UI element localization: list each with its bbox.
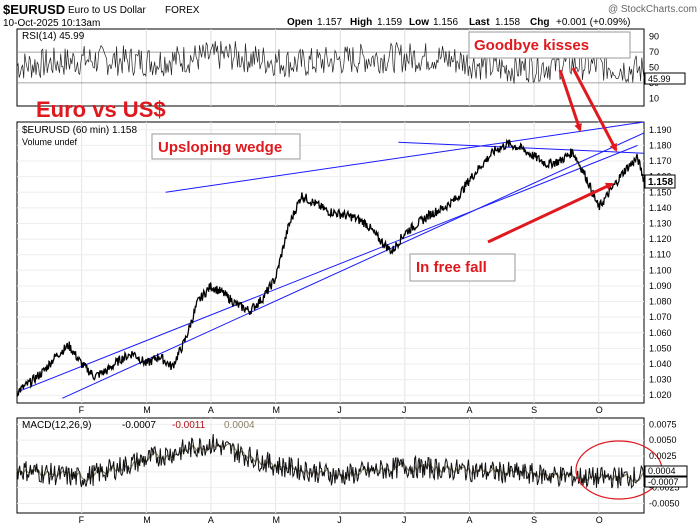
high-value: 1.159	[377, 17, 402, 28]
macd-x-label-7: S	[531, 515, 537, 525]
rsi-tick-50: 50	[649, 63, 659, 73]
price-x-label-3: M	[273, 405, 281, 415]
price-tick-1.070: 1.070	[649, 312, 672, 322]
trendline-2	[165, 121, 645, 193]
macd-x-label-4: J	[337, 515, 342, 525]
price-tick-1.090: 1.090	[649, 281, 672, 291]
price-tick-1.180: 1.180	[649, 140, 672, 150]
freefall-label: In free fall	[416, 259, 487, 276]
macd-value: -0.0007	[122, 420, 156, 431]
high-label: High	[350, 17, 372, 28]
price-tick-1.140: 1.140	[649, 203, 672, 213]
freefall-label-box	[409, 253, 516, 282]
price-tick-1.100: 1.100	[649, 265, 672, 275]
macd-panel	[16, 417, 645, 514]
instrument-name: Euro to US Dollar	[68, 5, 146, 16]
price-tick-1.170: 1.170	[649, 156, 672, 166]
price-tick-1.120: 1.120	[649, 234, 672, 244]
price-x-label-5: J	[402, 405, 407, 415]
chg-value: +0.001 (+0.09%)	[556, 17, 631, 28]
rsi-panel	[16, 28, 645, 107]
rsi-tick-90: 90	[649, 32, 659, 42]
callout-arrow-1	[571, 67, 618, 152]
macd-x-label-1: M	[143, 515, 151, 525]
rsi-legend: RSI(14) 45.99	[22, 31, 85, 42]
price-legend: $EURUSD (60 min) 1.158	[22, 125, 137, 136]
macd-tick-0.0075: 0.0075	[649, 419, 677, 429]
last-label: Last	[469, 17, 490, 28]
rsi-last-value: 45.99	[648, 74, 671, 84]
wedge-label: Upsloping wedge	[158, 139, 282, 156]
price-last-badge	[644, 174, 676, 189]
price-line	[16, 138, 645, 398]
rsi-tick-70: 70	[649, 47, 659, 57]
open-label: Open	[287, 17, 313, 28]
chart-title-euro-vs-usd: Euro vs US$	[36, 97, 166, 122]
price-tick-1.130: 1.130	[649, 218, 672, 228]
macd-tick--0.0050: -0.0050	[649, 499, 680, 509]
macd-x-label-6: A	[466, 515, 472, 525]
macd-value-badge-value: -0.0007	[648, 477, 679, 487]
price-last-value: 1.158	[648, 177, 673, 188]
macd-x-label-5: J	[402, 515, 407, 525]
symbol: $EURUSD	[3, 2, 65, 17]
price-tick-1.060: 1.060	[649, 328, 672, 338]
kisses-label-box	[468, 31, 631, 59]
wedge-label-box	[151, 133, 301, 160]
exchange: FOREX	[165, 5, 200, 16]
macd-legend: MACD(12,26,9) -0.0007 -0.0011 0.0004	[22, 420, 255, 431]
price-tick-1.030: 1.030	[649, 375, 672, 385]
macd-tick-0.0050: 0.0050	[649, 435, 677, 445]
price-tick-1.190: 1.190	[649, 125, 672, 135]
price-x-label-4: J	[337, 405, 342, 415]
price-x-label-1: M	[143, 405, 151, 415]
low-label: Low	[409, 17, 429, 28]
macd-hist-badge	[644, 465, 688, 477]
price-panel	[16, 121, 645, 404]
price-tick-1.040: 1.040	[649, 359, 672, 369]
macd-legend-prefix: MACD(12,26,9)	[22, 420, 91, 431]
macd-tick-0.0025: 0.0025	[649, 451, 677, 461]
price-tick-1.020: 1.020	[649, 390, 672, 400]
price-x-label-7: S	[531, 405, 537, 415]
volume-legend: Volume undef	[22, 137, 78, 147]
low-value: 1.156	[433, 17, 458, 28]
last-value: 1.158	[495, 17, 520, 28]
datetime: 10-Oct-2025 10:13am	[3, 18, 100, 29]
macd-x-label-2: A	[208, 515, 214, 525]
price-x-label-6: A	[466, 405, 472, 415]
macd-histogram: 0.0004	[224, 420, 255, 431]
price-x-label-0: F	[79, 405, 85, 415]
price-x-label-2: A	[208, 405, 214, 415]
price-tick-1.150: 1.150	[649, 187, 672, 197]
macd-hist-badge-value: 0.0004	[648, 466, 676, 476]
macd-line	[16, 433, 645, 489]
macd-x-label-3: M	[273, 515, 281, 525]
kisses-label: Goodbye kisses	[474, 37, 589, 54]
watermark: @ StockCharts.com	[608, 4, 697, 15]
price-tick-1.080: 1.080	[649, 297, 672, 307]
rsi-tick-10: 10	[649, 93, 659, 103]
price-tick-1.110: 1.110	[649, 250, 671, 260]
macd-x-label-8: O	[596, 515, 603, 525]
trendline-0	[16, 144, 638, 393]
callout-arrow-2	[487, 182, 614, 244]
trendline-3	[398, 141, 645, 154]
macd-value-badge	[644, 476, 688, 488]
chg-label: Chg	[530, 17, 549, 28]
macd-signal: -0.0011	[172, 420, 206, 431]
trendline-1	[62, 132, 645, 399]
price-x-label-8: O	[596, 405, 603, 415]
callout-arrow-0	[558, 69, 582, 132]
price-tick-1.050: 1.050	[649, 343, 672, 353]
rsi-line	[16, 40, 645, 84]
rsi-last-badge	[644, 72, 686, 85]
macd-tick--0.0025: -0.0025	[649, 483, 680, 493]
macd-x-label-0: F	[79, 515, 85, 525]
chart-header: $EURUSD Euro to US Dollar FOREX 10-Oct-2…	[3, 2, 697, 29]
open-value: 1.157	[317, 17, 342, 28]
